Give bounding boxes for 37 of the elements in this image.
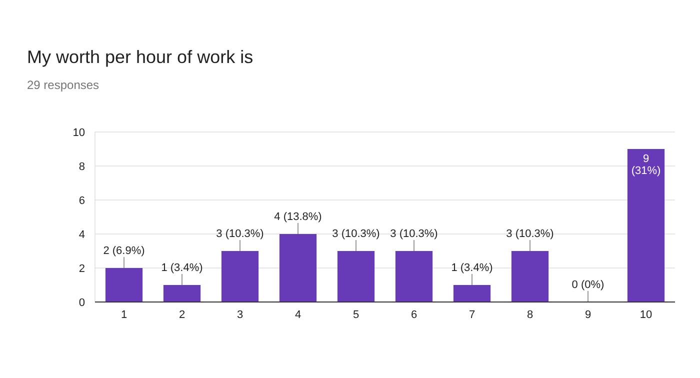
data-label: 1 (3.4%) — [451, 262, 493, 274]
data-label: 2 (6.9%) — [103, 245, 145, 257]
y-tick-label: 2 — [78, 263, 85, 275]
x-tick-label: 3 — [236, 309, 244, 321]
data-label: 3 (10.3%) — [506, 228, 554, 240]
data-label: 3 (10.3%) — [332, 228, 380, 240]
x-tick-label: 5 — [352, 309, 360, 321]
y-tick-label: 8 — [78, 161, 85, 173]
bar — [627, 149, 665, 302]
bar — [453, 285, 491, 302]
data-label: 9 (31%) — [631, 153, 661, 177]
bar — [395, 251, 433, 302]
x-tick-label: 2 — [178, 309, 186, 321]
y-tick-label: 10 — [72, 127, 85, 139]
x-tick-label: 8 — [526, 309, 534, 321]
x-tick-label: 4 — [294, 309, 302, 321]
y-tick-label: 6 — [78, 195, 85, 207]
chart-subtitle: 29 responses — [27, 78, 100, 92]
x-tick-label: 7 — [468, 309, 476, 321]
y-tick-label: 4 — [78, 229, 85, 241]
chart-title: My worth per hour of work is — [27, 47, 254, 67]
data-label: 0 (0%) — [572, 279, 604, 291]
data-label: 3 (10.3%) — [216, 228, 264, 240]
x-tick-label: 10 — [640, 309, 652, 321]
bar — [511, 251, 549, 302]
bar — [221, 251, 259, 302]
bar — [337, 251, 375, 302]
y-tick-label: 0 — [78, 297, 85, 309]
x-tick-label: 6 — [410, 309, 418, 321]
bar — [279, 234, 317, 302]
data-label: 1 (3.4%) — [161, 262, 203, 274]
data-label: 3 (10.3%) — [390, 228, 438, 240]
data-label: 4 (13.8%) — [274, 211, 322, 223]
bar — [105, 268, 143, 302]
bar — [163, 285, 201, 302]
x-tick-label: 9 — [584, 309, 592, 321]
x-tick-label: 1 — [120, 309, 128, 321]
